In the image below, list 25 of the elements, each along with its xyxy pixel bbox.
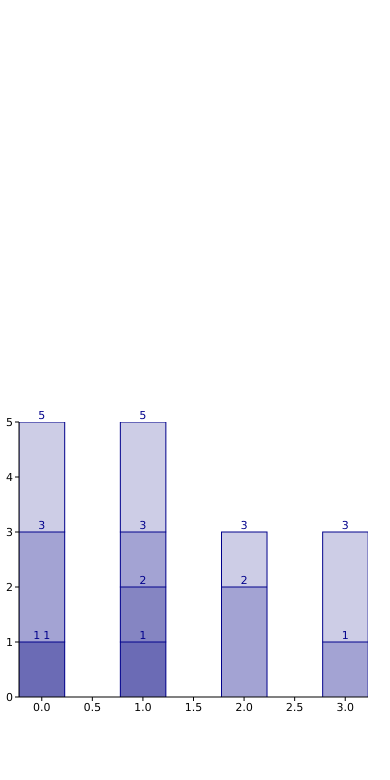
x-tick-label: 1.0 <box>134 700 152 714</box>
annotation: 3 <box>38 519 46 532</box>
x-tick-label: 1.5 <box>184 700 202 714</box>
x-tick-label: 3.0 <box>336 700 354 714</box>
annotation: 5 <box>38 409 46 422</box>
y-tick-label: 0 <box>6 690 13 704</box>
annotation: 3 <box>139 519 146 532</box>
annotation: 5 <box>139 409 146 422</box>
annotation: 3 <box>342 519 349 532</box>
x-tick-label: 0.5 <box>84 700 102 714</box>
y-tick-label: 4 <box>6 470 13 484</box>
y-tick-label: 3 <box>6 526 13 539</box>
annotation: 1 <box>43 629 50 642</box>
annotation: 1 <box>342 629 349 642</box>
y-tick-label: 5 <box>6 416 13 429</box>
x-tick-label: 2.0 <box>235 700 253 714</box>
y-tick-label: 1 <box>6 636 13 649</box>
y-tick-label: 2 <box>6 580 13 594</box>
annotation: 2 <box>139 574 146 587</box>
annotation: 2 <box>240 574 248 587</box>
x-tick-label: 2.5 <box>286 700 304 714</box>
annotation: 1 <box>139 629 146 642</box>
x-tick-label: 0.0 <box>33 700 51 714</box>
annotation: 1 <box>33 629 40 642</box>
annotation: 3 <box>240 519 248 532</box>
